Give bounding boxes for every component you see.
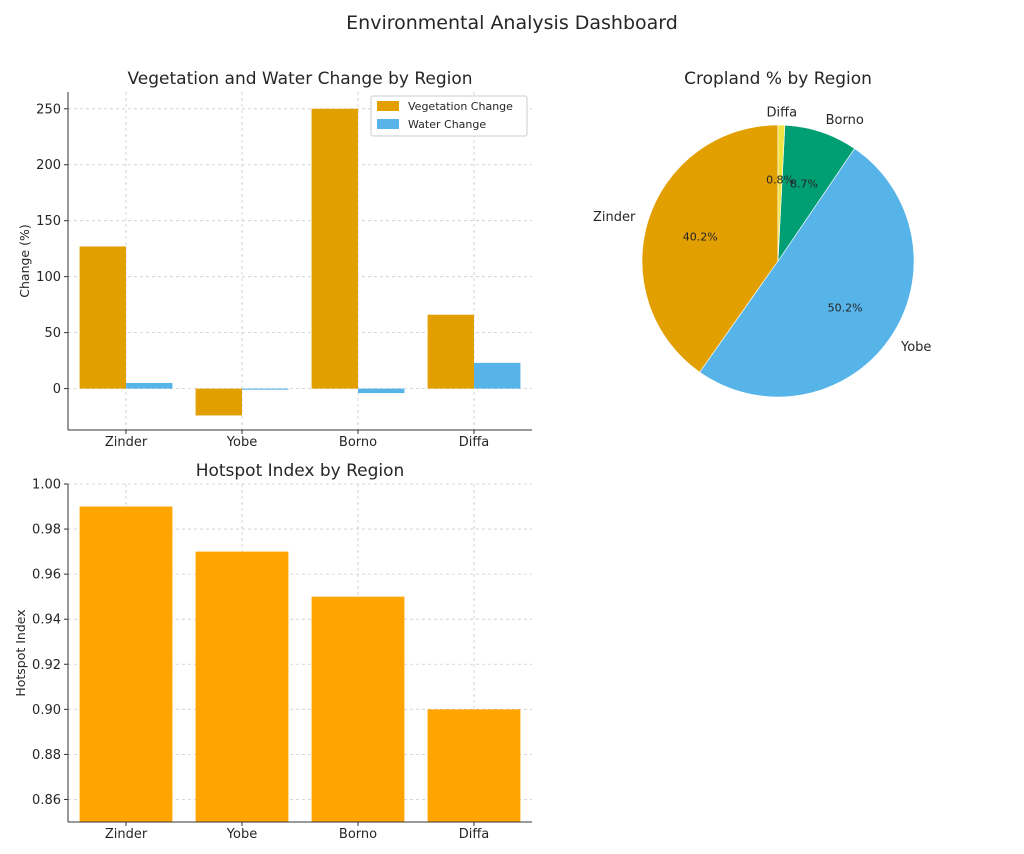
y-tick-label: 50 [44,326,61,341]
x-tick-label: Yobe [226,827,257,842]
y-tick-label: 100 [36,270,61,285]
water-bar [126,382,173,389]
vegetation-bar [427,314,474,389]
hotspot-index-chart: Hotspot Index by Region Hotspot Index 0.… [13,461,532,842]
hotspot-bar [195,551,289,822]
pie-slice-diffa [777,124,786,262]
legend-entry: Water Change [408,118,486,131]
vegetation-bar [79,246,126,389]
hotspot-bar [311,596,405,822]
water-bar [242,388,289,390]
dashboard-title: Environmental Analysis Dashboard [346,12,678,34]
chart-title: Hotspot Index by Region [196,461,405,481]
hotspot-bar [79,506,173,822]
x-tick-label: Borno [339,435,377,450]
pie-label: Zinder [593,210,636,225]
y-tick-label: 0.96 [32,568,61,583]
legend: Vegetation Change Water Change [370,95,528,137]
y-tick-label: 1.00 [32,478,61,493]
vegetation-bar [195,388,242,416]
x-tick-label: Diffa [459,435,490,450]
water-bar [358,388,405,394]
vegetation-bar [311,108,358,389]
y-tick-label: 0 [53,382,61,397]
hotspot-bar [427,709,521,822]
cropland-pie-chart: Cropland % by Region Zinder 40.2% Yobe 50.2… [593,69,931,398]
legend-swatch [377,119,399,129]
y-tick-label: 0.90 [32,703,61,718]
x-tick-label: Yobe [226,435,257,450]
y-tick-label: 0.86 [32,793,61,808]
y-tick-label: 0.92 [32,658,61,673]
chart-title: Vegetation and Water Change by Region [127,69,472,89]
x-tick-label: Zinder [105,435,148,450]
pie-label: Borno [826,113,864,128]
y-tick-label: 0.94 [32,613,61,628]
legend-entry: Vegetation Change [408,100,513,113]
y-axis-label: Hotspot Index [13,609,28,696]
x-tick-label: Zinder [105,827,148,842]
pie-slice-zinder [641,124,779,373]
legend-swatch [377,101,399,111]
legend-box [370,95,528,137]
y-tick-label: 0.88 [32,748,61,763]
y-tick-label: 200 [36,158,61,173]
pie-pct-label: 0.8% [766,173,794,186]
y-tick-label: 0.98 [32,523,61,538]
x-tick-label: Diffa [459,827,490,842]
pie-label: Diffa [766,105,797,120]
pie-label: Yobe [900,340,931,355]
y-axis-label: Change (%) [17,224,32,297]
chart-title: Cropland % by Region [684,69,872,89]
vegetation-water-chart: Vegetation and Water Change by Region Ch… [17,69,532,450]
pie-slice-yobe [699,148,915,398]
pie-pct-label: 50.2% [828,301,863,314]
y-tick-label: 250 [36,102,61,117]
x-tick-label: Borno [339,827,377,842]
pie-pct-label: 8.7% [790,178,818,191]
y-tick-label: 150 [36,214,61,229]
pie-pct-label: 40.2% [683,230,718,243]
water-bar [474,362,521,389]
